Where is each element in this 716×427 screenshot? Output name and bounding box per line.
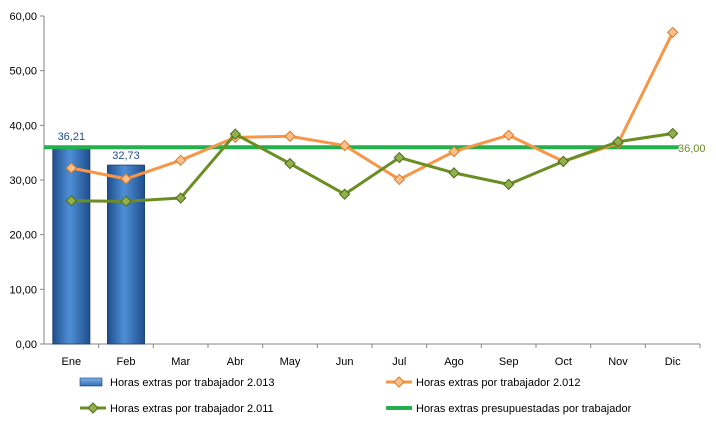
y-tick-label: 20,00 — [9, 230, 37, 242]
x-tick-label: Jul — [392, 356, 406, 368]
legend-swatch-bar — [79, 377, 103, 387]
x-tick-label: Nov — [608, 356, 628, 368]
point-2012 — [65, 162, 78, 174]
point-2012 — [120, 173, 132, 185]
y-tick-label: 60,00 — [9, 11, 37, 23]
x-tick-label: Dic — [665, 356, 681, 368]
point-2011 — [284, 157, 296, 170]
point-2012 — [448, 145, 460, 158]
x-tick-label: May — [280, 356, 301, 368]
legend-swatch-marker — [87, 402, 99, 414]
legend-label: Horas extras por trabajador 2.011 — [110, 403, 274, 415]
budget-line-label: 36,00 — [678, 143, 706, 155]
point-2011 — [502, 178, 515, 191]
x-tick-label: Sep — [499, 356, 519, 368]
point-2012 — [284, 130, 296, 142]
point-2012 — [393, 173, 406, 186]
line-series-2011 — [71, 132, 673, 203]
x-tick-label: Ago — [444, 356, 464, 368]
bar-2013 — [107, 164, 145, 345]
point-2011 — [174, 192, 187, 204]
legend-swatch-marker — [393, 376, 405, 388]
line-series-2012 — [71, 31, 675, 181]
point-2011 — [393, 151, 406, 164]
bar-data-label: 32,73 — [112, 150, 140, 162]
point-2011 — [557, 155, 570, 168]
point-2011 — [612, 136, 624, 148]
point-2011 — [229, 128, 242, 140]
y-tick-label: 0,00 — [16, 339, 37, 351]
x-tick-label: Mar — [171, 356, 190, 368]
legend-item: Horas extras por trabajador 2.011 — [80, 402, 274, 415]
y-tick-label: 50,00 — [9, 66, 37, 78]
point-2011 — [65, 195, 78, 207]
legend-label: Horas extras por trabajador 2.012 — [416, 377, 580, 389]
y-tick-label: 10,00 — [9, 284, 37, 296]
point-2012 — [174, 154, 187, 167]
point-2012 — [338, 139, 351, 152]
x-tick-label: Jun — [336, 356, 354, 368]
point-2012 — [666, 26, 679, 39]
legend-item: Horas extras por trabajador 2.012 — [386, 376, 580, 389]
point-2011 — [120, 195, 132, 208]
x-tick-label: Abr — [227, 356, 244, 368]
y-tick-label: 40,00 — [9, 120, 37, 132]
legend-label: Horas extras presupuestadas por trabajad… — [416, 403, 632, 415]
point-2011 — [666, 127, 679, 140]
x-tick-label: Feb — [117, 356, 136, 368]
point-2011 — [338, 188, 351, 200]
point-2012 — [502, 129, 515, 141]
point-2011 — [448, 167, 460, 179]
legend-item: Horas extras presupuestadas por trabajad… — [386, 403, 632, 415]
legend-item: Horas extras por trabajador 2.013 — [79, 377, 274, 389]
x-tick-label: Oct — [555, 356, 572, 368]
bar-data-label: 36,21 — [58, 131, 86, 143]
y-tick-label: 30,00 — [9, 175, 37, 187]
x-tick-label: Ene — [62, 356, 82, 368]
legend-label: Horas extras por trabajador 2.013 — [110, 377, 274, 389]
bar-2013 — [52, 145, 91, 345]
